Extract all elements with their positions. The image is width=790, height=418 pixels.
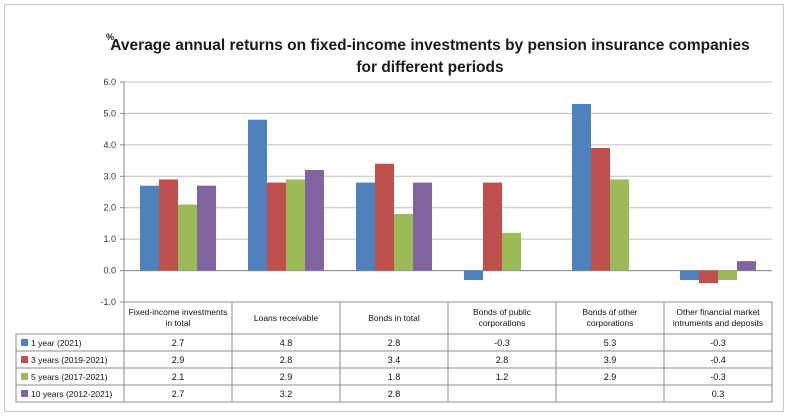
data-label-1-2: 4.8: [280, 338, 293, 348]
bar-4-1: [197, 185, 216, 271]
data-label-4-2: 3.2: [280, 389, 293, 399]
category-label-4: corporations: [479, 318, 526, 328]
bar-2-5: [591, 148, 610, 271]
data-label-4-1: 2.7: [172, 389, 185, 399]
bar-3-5: [610, 179, 629, 271]
data-label-3-2: 2.9: [280, 372, 293, 382]
bar-4-3: [413, 182, 432, 271]
legend-label-2: 3 years (2019-2021): [31, 355, 108, 365]
legend-swatch-1: [21, 339, 28, 346]
bar-4-6: [737, 261, 756, 271]
data-label-4-6: 0.3: [712, 389, 725, 399]
chart-title-line-2: for different periods: [356, 59, 503, 76]
y-unit-label: %: [106, 32, 114, 42]
data-label-1-4: -0.3: [494, 338, 510, 348]
y-tick-label: -1.0: [100, 297, 116, 307]
legend-label-1: 1 year (2021): [31, 338, 82, 348]
bar-2-3: [375, 163, 394, 271]
y-tick-label: 5.0: [103, 108, 116, 118]
category-label-1: Fixed-income investments: [129, 307, 228, 317]
bar-1-5: [572, 104, 591, 271]
data-label-3-6: -0.3: [710, 372, 726, 382]
y-tick-label: 6.0: [103, 77, 116, 87]
category-label-6: intruments and deposits: [673, 318, 763, 328]
category-label-3: Bonds in total: [368, 313, 420, 323]
data-label-1-5: 5.3: [604, 338, 617, 348]
category-label-2: Loans receivable: [254, 313, 319, 323]
bar-2-1: [159, 179, 178, 271]
data-label-1-1: 2.7: [172, 338, 185, 348]
category-label-4: Bonds of public: [473, 307, 532, 317]
category-label-1: in total: [165, 318, 190, 328]
bar-2-4: [483, 182, 502, 271]
y-tick-label: 3.0: [103, 171, 116, 181]
category-label-5: Bonds of other: [582, 307, 637, 317]
data-label-2-2: 2.8: [280, 355, 293, 365]
data-label-1-6: -0.3: [710, 338, 726, 348]
y-tick-label: 2.0: [103, 203, 116, 213]
bar-2-2: [267, 182, 286, 271]
bar-1-1: [140, 185, 159, 271]
y-tick-label: 0.0: [103, 266, 116, 276]
bar-1-2: [248, 119, 267, 271]
data-label-3-4: 1.2: [496, 372, 509, 382]
chart-frame: [4, 4, 784, 412]
category-label-5: corporations: [587, 318, 634, 328]
legend-label-4: 10 years (2012-2021): [31, 389, 112, 399]
bar-3-2: [286, 179, 305, 271]
bar-2-6: [699, 270, 718, 284]
bar-4-2: [305, 170, 324, 271]
bar-3-1: [178, 204, 197, 271]
data-label-3-5: 2.9: [604, 372, 617, 382]
legend-swatch-4: [21, 390, 28, 397]
chart-title-line-1: Average annual returns on fixed-income i…: [110, 37, 749, 54]
bar-1-3: [356, 182, 375, 271]
bar-3-3: [394, 214, 413, 271]
data-label-2-1: 2.9: [172, 355, 185, 365]
data-label-2-4: 2.8: [496, 355, 509, 365]
data-label-1-3: 2.8: [388, 338, 401, 348]
data-label-4-3: 2.8: [388, 389, 401, 399]
data-label-2-5: 3.9: [604, 355, 617, 365]
data-label-3-3: 1.8: [388, 372, 401, 382]
bar-3-6: [718, 270, 737, 280]
data-label-2-3: 3.4: [388, 355, 401, 365]
legend-swatch-2: [21, 356, 28, 363]
legend-label-3: 5 years (2017-2021): [31, 372, 108, 382]
y-tick-label: 4.0: [103, 140, 116, 150]
legend-swatch-3: [21, 373, 28, 380]
bar-1-6: [680, 270, 699, 280]
category-label-6: Other financial market: [676, 307, 760, 317]
bar-3-4: [502, 232, 521, 271]
data-label-2-6: -0.4: [710, 355, 726, 365]
y-tick-label: 1.0: [103, 234, 116, 244]
data-label-3-1: 2.1: [172, 372, 185, 382]
bar-1-4: [464, 270, 483, 280]
